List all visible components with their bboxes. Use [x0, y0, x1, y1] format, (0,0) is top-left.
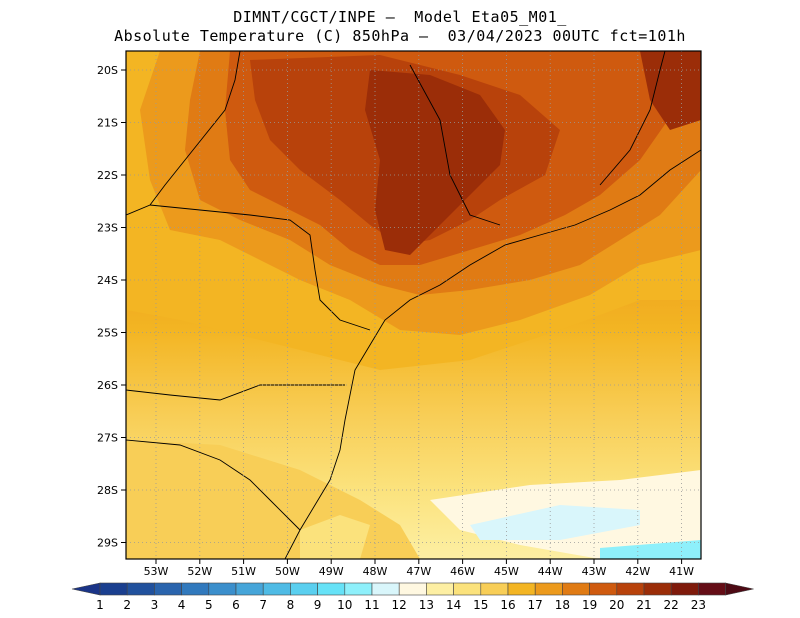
colorbar-label: 14 [446, 598, 461, 612]
colorbar-swatch [262, 582, 291, 596]
state-border-sc-rs [126, 439, 301, 531]
lat-lon-grid [126, 51, 701, 559]
lon-tick-label: 53W [144, 565, 169, 578]
colorbar-label: 20 [609, 598, 624, 612]
colorbar-label: 18 [555, 598, 570, 612]
colorbar-label: 15 [473, 598, 488, 612]
colorbar-swatch [616, 582, 645, 596]
colorbar-label: 21 [636, 598, 651, 612]
lon-tick-label: 47W [406, 565, 431, 578]
state-border-mg-es [599, 51, 666, 186]
colorbar-left-arrow [71, 582, 101, 596]
lon-tick-label: 41W [669, 565, 694, 578]
colorbar-swatch [398, 582, 427, 596]
colorbar-swatch [453, 582, 482, 596]
lat-tick-label: 24S [97, 274, 118, 287]
longitude-axis: 53W 52W 51W 50W 49W 48W 47W 46W 45W 44W 43W 42W 41W [144, 559, 694, 578]
colorbar-label: 7 [259, 598, 267, 612]
lon-tick-label: 48W [363, 565, 388, 578]
colorbar-swatch [643, 582, 672, 596]
colorbar-label: 11 [364, 598, 379, 612]
colorbar-swatch [426, 582, 454, 596]
colorbar-label: 13 [419, 598, 434, 612]
colorbar-right-arrow [725, 582, 754, 596]
lon-tick-label: 51W [231, 565, 256, 578]
colorbar-label: 22 [664, 598, 679, 612]
colorbar-swatch [235, 582, 264, 596]
latitude-axis: 20S 21S 22S 23S 24S 25S 26S 27S 28S 29S [97, 64, 126, 550]
colorbar-swatch [181, 582, 210, 596]
lat-tick-label: 22S [97, 169, 118, 182]
contour-13c [300, 515, 370, 559]
lat-tick-label: 23S [97, 222, 118, 235]
lon-tick-label: 45W [494, 565, 519, 578]
colorbar-swatch [99, 582, 128, 596]
contour-21c [365, 70, 505, 255]
lon-tick-label: 49W [319, 565, 344, 578]
lon-tick-label: 46W [450, 565, 475, 578]
colorbar-swatch [317, 582, 346, 596]
colorbar-label: 2 [123, 598, 131, 612]
lat-tick-label: 25S [97, 327, 118, 340]
lat-tick-label: 21S [97, 117, 118, 130]
colorbar-label: 19 [582, 598, 597, 612]
colorbar-label: 6 [232, 598, 240, 612]
colorbar-swatch [534, 582, 563, 596]
lat-tick-label: 26S [97, 379, 118, 392]
atlantic-coastline [284, 149, 701, 559]
state-border-ms-sp [126, 51, 241, 216]
coastline-and-borders [126, 51, 701, 559]
colorbar-swatch [562, 582, 590, 596]
state-border-pr-sp [149, 204, 371, 331]
map-title-line-1: DIMNT/CGCT/INPE – Model Eta05_M01_ [233, 8, 567, 26]
state-border-pr-sc [126, 384, 345, 401]
contour-10c [600, 540, 701, 559]
colorbar-label: 16 [500, 598, 515, 612]
colorbar-swatch [589, 582, 618, 596]
temperature-field [126, 51, 701, 559]
colorbar-swatch [154, 582, 182, 596]
colorbar-label: 10 [337, 598, 352, 612]
contour-11c [470, 505, 640, 540]
contour-21c-northeast [640, 51, 701, 130]
lat-tick-label: 29S [97, 537, 118, 550]
colorbar-label: 9 [314, 598, 322, 612]
colorbar-swatch [126, 582, 155, 596]
colorbar-label: 23 [691, 598, 706, 612]
colorbar-label: 1 [96, 598, 104, 612]
lon-tick-label: 44W [538, 565, 563, 578]
lon-tick-label: 50W [275, 565, 300, 578]
colorbar-label: 4 [178, 598, 186, 612]
lat-tick-label: 27S [97, 432, 118, 445]
map-frame [125, 50, 702, 560]
lat-tick-label: 20S [97, 64, 118, 77]
colorbar-label: 17 [528, 598, 543, 612]
colorbar-swatch [208, 582, 237, 596]
colorbar-label: 8 [287, 598, 295, 612]
colorbar-label: 5 [205, 598, 213, 612]
colorbar-label: 3 [151, 598, 159, 612]
map-title-line-2: Absolute Temperature (C) 850hPa – 03/04/… [114, 27, 686, 45]
lat-tick-label: 28S [97, 484, 118, 497]
colorbar-label: 12 [392, 598, 407, 612]
colorbar-swatch [698, 582, 726, 596]
lon-tick-label: 52W [187, 565, 212, 578]
lon-tick-label: 42W [625, 565, 650, 578]
colorbar-swatch [507, 582, 536, 596]
colorbar-swatch [290, 582, 318, 596]
colorbar-swatch [344, 582, 373, 596]
colorbar-swatch [371, 582, 400, 596]
lon-tick-label: 43W [582, 565, 607, 578]
colorbar-swatch [480, 582, 509, 596]
colorbar-swatch [670, 582, 699, 596]
colorbar: 1 2 3 4 5 6 7 8 9 10 11 12 13 14 15 16 17 18 19 20 21 22 23 [71, 582, 754, 612]
